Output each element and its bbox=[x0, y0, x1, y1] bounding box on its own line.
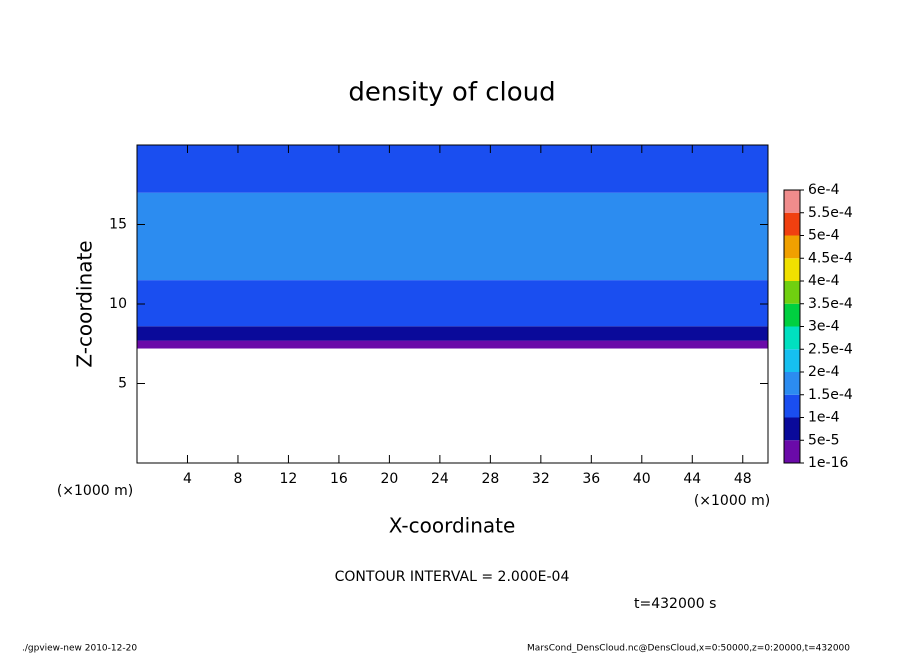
x-tick-label: 48 bbox=[734, 471, 752, 487]
colorbar-bin bbox=[784, 235, 800, 259]
contour-band bbox=[137, 340, 768, 349]
colorbar-bin bbox=[784, 212, 800, 236]
y-tick-label: 10 bbox=[109, 296, 127, 312]
contour-interval: CONTOUR INTERVAL = 2.000E-04 bbox=[335, 569, 570, 585]
chart-title: density of cloud bbox=[348, 78, 555, 108]
colorbar-label: 6e-4 bbox=[808, 182, 840, 198]
colorbar-label: 5e-4 bbox=[808, 228, 840, 244]
colorbar-label: 1e-16 bbox=[808, 455, 848, 471]
y-tick-label: 5 bbox=[118, 376, 127, 392]
colorbar-label: 2e-4 bbox=[808, 364, 840, 380]
colorbar-label: 5.5e-4 bbox=[808, 205, 853, 221]
y-axis-label: Z-coordinate bbox=[73, 240, 97, 367]
colorbar-bin bbox=[784, 190, 800, 213]
time-label: t=432000 s bbox=[634, 596, 716, 612]
x-tick-label: 4 bbox=[183, 471, 192, 487]
x-unit-label: (×1000 m) bbox=[694, 493, 770, 509]
y-tick-label: 15 bbox=[109, 217, 127, 233]
colorbar-bin bbox=[784, 349, 800, 372]
contour-band bbox=[137, 192, 768, 281]
colorbar-bin bbox=[784, 417, 800, 441]
colorbar-label: 5e-5 bbox=[808, 432, 839, 448]
colorbar-bin bbox=[784, 281, 800, 304]
contour-band bbox=[137, 280, 768, 327]
x-tick-label: 28 bbox=[481, 471, 499, 487]
x-tick-label: 32 bbox=[532, 471, 550, 487]
colorbar-label: 2.5e-4 bbox=[808, 341, 853, 357]
colorbar-label: 4e-4 bbox=[808, 273, 840, 289]
contour-band bbox=[137, 145, 768, 193]
x-tick-label: 12 bbox=[280, 471, 298, 487]
colorbar-label: 3.5e-4 bbox=[808, 296, 853, 312]
x-tick-label: 36 bbox=[582, 471, 600, 487]
colorbar-label: 4.5e-4 bbox=[808, 250, 853, 266]
x-tick-label: 16 bbox=[330, 471, 348, 487]
colorbar-label: 3e-4 bbox=[808, 319, 840, 335]
x-tick-label: 20 bbox=[380, 471, 398, 487]
colorbar-bin bbox=[784, 372, 800, 395]
x-axis-label: X-coordinate bbox=[389, 514, 516, 538]
x-tick-label: 24 bbox=[431, 471, 449, 487]
x-tick-label: 44 bbox=[683, 471, 701, 487]
footer-right: MarsCond_DensCloud.nc@DensCloud,x=0:5000… bbox=[527, 644, 850, 654]
x-tick-label: 40 bbox=[633, 471, 651, 487]
colorbar-bin bbox=[784, 394, 800, 418]
x-tick-label: 8 bbox=[233, 471, 242, 487]
colorbar-label: 1e-4 bbox=[808, 410, 840, 426]
colorbar-label: 1.5e-4 bbox=[808, 387, 853, 403]
footer-left: ./gpview-new 2010-12-20 bbox=[22, 644, 137, 654]
colorbar-bin bbox=[784, 326, 800, 350]
x-unit-label: (×1000 m) bbox=[57, 483, 133, 499]
colorbar-bin bbox=[784, 303, 800, 327]
contour-band bbox=[137, 326, 768, 341]
colorbar-bin bbox=[784, 440, 800, 463]
colorbar-bin bbox=[784, 258, 800, 281]
